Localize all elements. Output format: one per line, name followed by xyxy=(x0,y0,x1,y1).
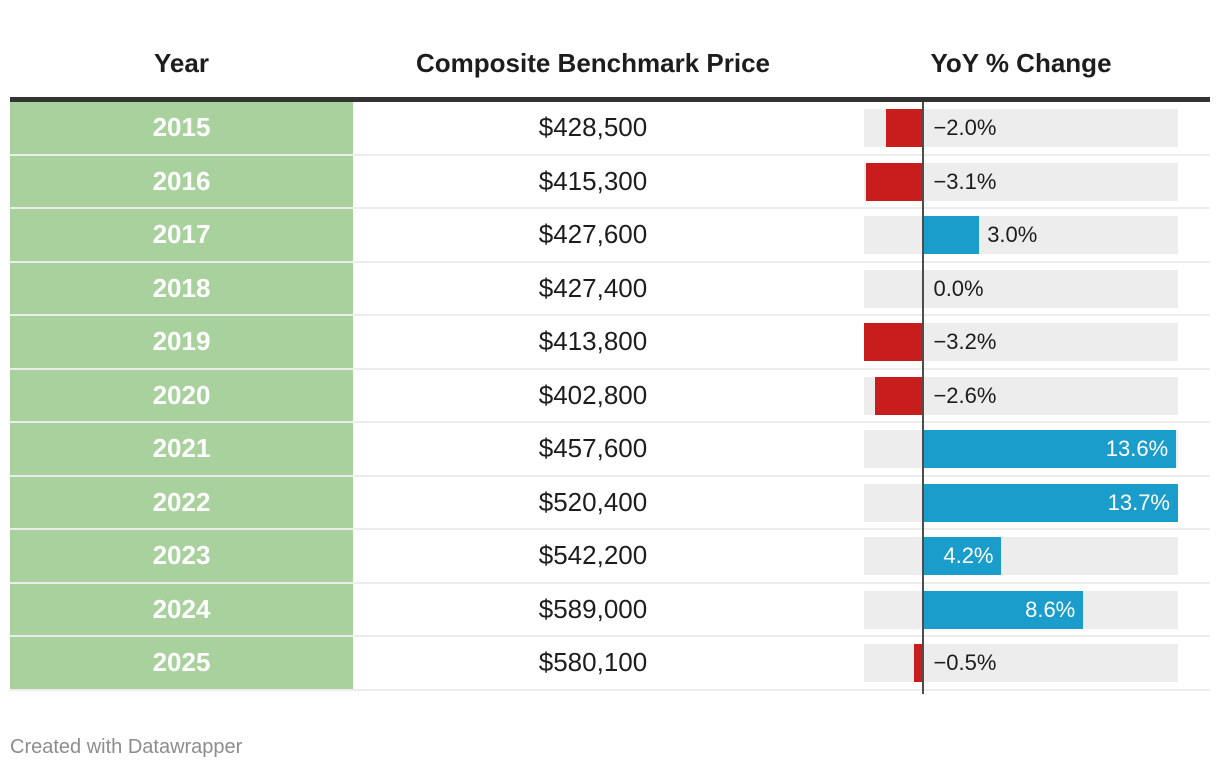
change-bar-track: 13.6% xyxy=(864,430,1178,468)
change-bar-track: 4.2% xyxy=(864,537,1178,575)
change-bar-track: −2.6% xyxy=(864,376,1178,415)
price-cell: $402,800 xyxy=(538,379,648,410)
table-row: 2016 $415,300 −3.1% xyxy=(10,155,1210,209)
change-bar-track: 13.7% xyxy=(864,483,1178,522)
change-value-label: −2.0% xyxy=(933,115,997,140)
year-cell: 2021 xyxy=(10,423,353,475)
change-bar-track: −2.0% xyxy=(864,109,1178,147)
price-cell: $427,600 xyxy=(538,219,648,250)
change-value-label: 3.0% xyxy=(987,222,1038,247)
change-cell: 0.0% xyxy=(833,263,1210,315)
change-cell: 3.0% xyxy=(833,209,1210,261)
price-cell: $580,100 xyxy=(538,647,648,678)
header-divider-rule xyxy=(10,97,1210,102)
change-bar xyxy=(923,430,1177,468)
year-cell: 2025 xyxy=(10,637,353,689)
change-bar xyxy=(923,590,1084,629)
change-bar xyxy=(864,323,924,361)
change-value-label: −3.1% xyxy=(933,168,997,194)
change-bar xyxy=(923,216,980,254)
table-header-row: Year Composite Benchmark Price YoY % Cha… xyxy=(10,0,1210,97)
column-header-change-label: YoY % Change xyxy=(930,48,1112,78)
change-value-label: 13.6% xyxy=(1105,436,1169,461)
change-bar-track: 3.0% xyxy=(864,216,1178,254)
change-bar-track: −3.2% xyxy=(864,323,1178,361)
table-row: 2025 $580,100 −0.5% xyxy=(10,637,1210,691)
change-cell: 13.6% xyxy=(833,423,1210,475)
price-cell: $457,600 xyxy=(538,433,648,464)
change-bar xyxy=(875,376,924,415)
column-header-price: Composite Benchmark Price xyxy=(415,48,770,78)
table-row: 2015 $428,500 −2.0% xyxy=(10,102,1210,156)
change-cell: −2.0% xyxy=(833,102,1210,154)
column-header-year: Year xyxy=(154,48,209,78)
year-cell: 2016 xyxy=(10,155,353,207)
change-value-label: −3.2% xyxy=(933,329,997,354)
change-bar xyxy=(914,644,924,682)
table-row: 2019 $413,800 −3.2% xyxy=(10,316,1210,370)
price-cell: $542,200 xyxy=(538,540,648,571)
price-cell: $413,800 xyxy=(538,326,648,357)
change-bar-track: 0.0% xyxy=(864,269,1178,308)
change-value-label: 13.7% xyxy=(1107,489,1170,515)
year-cell: 2024 xyxy=(10,583,353,635)
table-row: 2023 $542,200 4.2% xyxy=(10,530,1210,584)
table-row: 2020 $402,800 −2.6% xyxy=(10,369,1210,423)
change-cell: −0.5% xyxy=(833,637,1210,689)
change-value-label: 8.6% xyxy=(1025,596,1076,622)
change-bar xyxy=(865,162,924,201)
datawrapper-credit-link[interactable]: Created with Datawrapper xyxy=(10,736,243,758)
change-cell: 13.7% xyxy=(833,477,1210,529)
year-cell: 2020 xyxy=(10,369,353,421)
change-bar-track: 8.6% xyxy=(864,590,1178,629)
change-cell: 8.6% xyxy=(833,584,1210,636)
price-cell: $415,300 xyxy=(538,165,648,196)
change-cell: −2.6% xyxy=(833,370,1210,422)
change-cell: 4.2% xyxy=(833,530,1210,582)
year-cell: 2018 xyxy=(10,262,353,314)
table-row: 2022 $520,400 13.7% xyxy=(10,476,1210,530)
year-cell: 2022 xyxy=(10,476,353,528)
change-bar-track: −3.1% xyxy=(864,162,1178,201)
price-cell: $520,400 xyxy=(538,486,648,517)
table-row: 2018 $427,400 0.0% xyxy=(10,262,1210,316)
year-cell: 2019 xyxy=(10,316,353,368)
change-value-label: 0.0% xyxy=(933,275,984,301)
zero-axis-line xyxy=(922,102,924,694)
price-cell: $428,500 xyxy=(538,112,648,143)
change-bar xyxy=(923,537,1002,575)
table-row: 2021 $457,600 13.6% xyxy=(10,423,1210,477)
year-cell: 2015 xyxy=(10,102,353,154)
table-row: 2024 $589,000 8.6% xyxy=(10,583,1210,637)
price-cell: $427,400 xyxy=(538,272,648,303)
year-cell: 2023 xyxy=(10,530,353,582)
change-value-label: 4.2% xyxy=(943,543,994,568)
table-row: 2017 $427,600 3.0% xyxy=(10,209,1210,263)
change-cell: −3.2% xyxy=(833,316,1210,368)
change-bar xyxy=(886,109,924,147)
table-body: 2015 $428,500 −2.0% 2016 $415,300 −3.1% … xyxy=(10,102,1210,694)
change-bar-track: −0.5% xyxy=(864,644,1178,682)
change-bar xyxy=(923,483,1178,522)
price-cell: $589,000 xyxy=(538,593,648,624)
change-value-label: −0.5% xyxy=(933,650,997,675)
change-value-label: −2.6% xyxy=(933,382,997,408)
year-cell: 2017 xyxy=(10,209,353,261)
change-cell: −3.1% xyxy=(833,156,1210,208)
column-header-change: YoY % Change xyxy=(833,48,1210,97)
